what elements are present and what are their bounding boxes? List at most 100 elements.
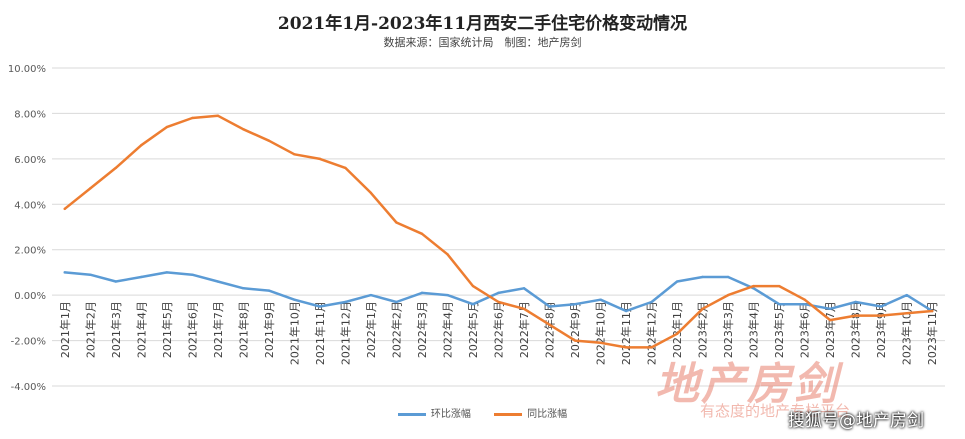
- data-point: [701, 307, 704, 310]
- y-tick-label: 6.00%: [14, 155, 46, 166]
- x-tick-label: 2021年11月: [313, 301, 327, 365]
- data-point: [777, 303, 781, 306]
- data-point: [726, 275, 730, 279]
- x-tick-label: 2022年12月: [645, 301, 659, 365]
- x-tick-label: 2021年12月: [338, 301, 352, 365]
- x-tick-label: 2023年4月: [747, 301, 761, 358]
- data-point: [905, 293, 908, 297]
- data-point: [420, 291, 424, 295]
- data-point: [650, 346, 653, 349]
- data-point: [497, 291, 500, 295]
- data-point: [267, 139, 271, 142]
- data-point: [880, 305, 883, 308]
- x-tick-label: 2021年5月: [160, 301, 174, 358]
- x-tick-label: 2022年1月: [364, 301, 378, 358]
- chart-subtitle: 数据来源：国家统计局 制图：地产房剑: [383, 36, 582, 49]
- data-point: [573, 339, 577, 342]
- x-tick-label: 2022年5月: [466, 301, 480, 358]
- data-point: [191, 273, 194, 276]
- data-point: [828, 318, 832, 322]
- y-tick-label: 4.00%: [14, 200, 46, 211]
- data-point: [63, 207, 66, 211]
- data-point: [675, 280, 679, 283]
- data-point: [548, 323, 551, 326]
- data-point: [624, 346, 628, 349]
- data-point: [344, 300, 347, 304]
- x-tick-label: 2022年7月: [517, 301, 531, 358]
- y-tick-label: 8.00%: [14, 109, 46, 120]
- data-point: [497, 300, 500, 304]
- x-tick-label: 2022年10月: [594, 301, 608, 365]
- data-point: [191, 116, 194, 120]
- data-point: [854, 314, 857, 317]
- data-point: [854, 300, 857, 304]
- data-point: [318, 305, 322, 308]
- data-point: [344, 166, 347, 170]
- x-tick-label: 2022年6月: [492, 301, 506, 358]
- data-point: [522, 287, 526, 290]
- x-tick-label: 2023年11月: [925, 301, 939, 365]
- x-tick-label: 2021年8月: [236, 301, 250, 358]
- x-tick-label: 2021年7月: [211, 301, 225, 358]
- y-tick-label: -4.00%: [11, 382, 46, 393]
- source-watermark: 搜狐号@地产房剑: [788, 411, 924, 431]
- x-tick-label: 2021年6月: [185, 301, 199, 358]
- data-point: [395, 221, 398, 224]
- x-tick-label: 2022年2月: [389, 301, 403, 358]
- y-tick-label: 2.00%: [14, 246, 46, 257]
- watermark-logo: 地产房剑: [655, 359, 839, 410]
- x-tick-label: 2022年4月: [440, 301, 454, 358]
- x-tick-label: 2023年3月: [721, 301, 735, 358]
- data-point: [471, 284, 475, 288]
- data-point: [216, 114, 220, 117]
- data-point: [216, 280, 220, 283]
- data-point: [675, 332, 679, 335]
- x-tick-label: 2023年7月: [823, 301, 837, 358]
- data-point: [89, 187, 92, 190]
- x-tick-label: 2023年8月: [849, 301, 863, 358]
- data-point: [140, 275, 143, 279]
- data-point: [599, 341, 602, 345]
- data-point: [446, 293, 449, 297]
- x-tick-label: 2021年10月: [287, 301, 301, 365]
- x-tick-label: 2023年10月: [900, 301, 914, 365]
- x-tick-label: 2023年6月: [798, 301, 812, 358]
- legend-item-mom: 环比涨幅: [397, 405, 471, 420]
- legend: 环比涨幅 同比涨幅: [0, 405, 965, 420]
- data-point: [880, 314, 883, 317]
- x-tick-label: 2022年11月: [619, 301, 633, 365]
- legend-swatch-yoy: [494, 412, 523, 416]
- data-point: [165, 271, 169, 274]
- legend-label-yoy: 同比涨幅: [527, 409, 568, 420]
- data-point: [752, 287, 755, 290]
- data-point: [931, 309, 934, 313]
- data-point: [905, 312, 908, 315]
- chart-title: 2021年1月-2023年11月西安二手住宅价格变动情况: [277, 14, 688, 34]
- legend-item-yoy: 同比涨幅: [494, 405, 567, 420]
- x-tick-label: 2022年8月: [543, 301, 557, 358]
- x-tick-label: 2023年2月: [696, 301, 710, 358]
- legend-label-mom: 环比涨幅: [430, 409, 471, 420]
- data-point: [446, 253, 449, 256]
- data-point: [548, 305, 551, 308]
- y-tick-label: 10.00%: [8, 64, 46, 75]
- data-point: [420, 232, 424, 236]
- data-point: [63, 271, 66, 274]
- data-point: [752, 284, 755, 288]
- data-point: [318, 157, 322, 161]
- y-tick-label: -2.00%: [11, 337, 46, 348]
- data-point: [293, 153, 296, 156]
- data-point: [395, 300, 398, 304]
- x-tick-label: 2022年3月: [415, 301, 429, 358]
- data-point: [522, 307, 526, 310]
- data-point: [599, 298, 602, 301]
- x-tick-label: 2023年1月: [670, 301, 684, 358]
- watermark-slogan: 有态度的地产专栏平台: [700, 402, 851, 420]
- data-point: [803, 298, 806, 301]
- data-point: [89, 273, 92, 276]
- data-point: [369, 293, 373, 297]
- x-tick-label: 2021年1月: [58, 301, 72, 358]
- y-tick-label: 0.00%: [14, 291, 46, 302]
- legend-swatch-mom: [397, 412, 426, 416]
